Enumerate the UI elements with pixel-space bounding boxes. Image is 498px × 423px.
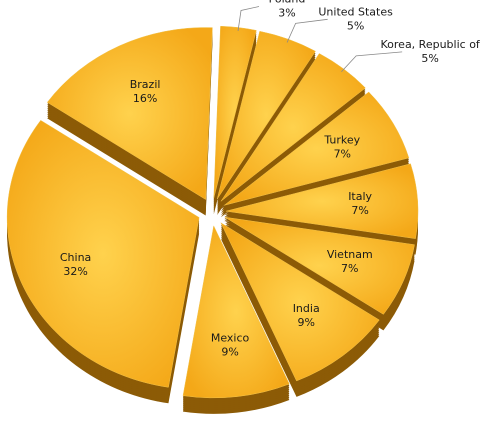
value-label: 7% (341, 262, 358, 275)
slice-tops (6, 25, 419, 399)
slice (46, 27, 213, 200)
value-label: 32% (63, 265, 87, 278)
category-label: Turkey (323, 134, 360, 147)
category-label: Brazil (130, 78, 161, 91)
slice (224, 216, 415, 315)
value-label: 7% (351, 204, 368, 217)
leader-line (237, 6, 260, 32)
category-label: China (60, 251, 91, 264)
category-label: Korea, Republic of (381, 38, 481, 51)
value-label: 9% (221, 345, 238, 358)
category-label: Mexico (211, 331, 250, 344)
category-label: Vietnam (327, 248, 373, 261)
value-label: 16% (133, 92, 157, 105)
leader-line (341, 51, 403, 73)
value-label: 9% (297, 316, 314, 329)
category-label: Poland (269, 0, 306, 5)
slice (220, 222, 380, 382)
value-label: 5% (347, 19, 364, 32)
slice (182, 225, 290, 399)
leader-line (286, 18, 328, 43)
slice (225, 163, 419, 239)
value-label: 7% (334, 148, 351, 161)
slice (224, 91, 410, 206)
category-label: Italy (348, 190, 372, 203)
value-label: 5% (421, 52, 438, 65)
category-label: United States (318, 5, 393, 18)
slice (6, 120, 200, 388)
category-label: India (293, 302, 320, 315)
value-label: 3% (278, 6, 295, 19)
